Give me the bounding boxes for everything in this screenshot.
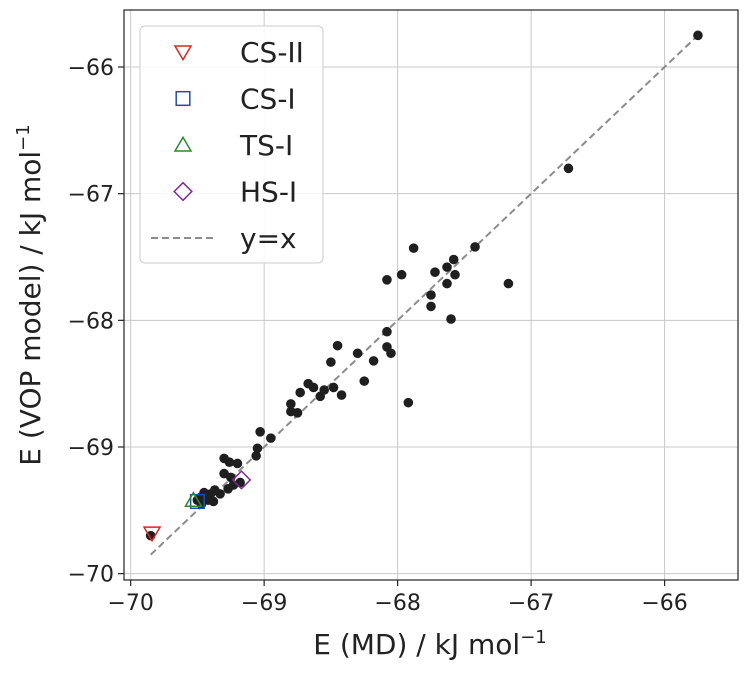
x-axis-label-superscript: −1	[520, 627, 547, 648]
legend: CS-II CS-I TS-I HS-I y=x	[139, 25, 324, 264]
legend-label: CS-I	[240, 83, 296, 116]
data-point	[286, 406, 296, 417]
y-tick-label: −67	[68, 183, 114, 208]
data-point	[386, 348, 396, 359]
x-axis-label: E (MD) / kJ mol−1	[313, 627, 547, 661]
x-axis-label-text: E (MD) / kJ mol	[313, 628, 520, 661]
data-point	[223, 484, 233, 494]
data-point	[403, 397, 414, 408]
data-point	[450, 269, 460, 280]
data-point	[336, 390, 347, 400]
data-point	[266, 433, 276, 443]
data-point	[326, 357, 336, 367]
data-point	[470, 242, 480, 252]
data-point	[332, 340, 343, 351]
legend-label: TS-I	[239, 129, 293, 162]
data-point	[408, 243, 419, 253]
data-point	[286, 399, 296, 409]
data-point	[328, 382, 339, 393]
y-tick-label: −69	[68, 436, 114, 461]
legend-label: HS-I	[240, 176, 297, 209]
data-point	[442, 278, 452, 289]
data-point	[426, 301, 436, 312]
axis-ticks: −70 −69 −68 −67 −66 −70 −69 −68 −67 −66	[68, 56, 688, 616]
data-point	[315, 391, 326, 402]
data-point	[255, 427, 265, 437]
data-point	[368, 356, 379, 366]
legend-marker-hs-i	[173, 181, 193, 202]
x-tick-label: −70	[107, 591, 153, 616]
x-tick-label: −68	[374, 591, 420, 616]
data-point	[251, 451, 261, 461]
marker-cs-ii	[142, 526, 162, 543]
data-point	[359, 376, 370, 386]
reference-line-y-equals-x	[150, 34, 699, 556]
data-point	[563, 163, 574, 174]
data-point	[430, 267, 440, 278]
data-point	[426, 290, 436, 300]
data-point	[295, 387, 305, 398]
legend-marker-cs-i	[175, 90, 191, 107]
marker-ts-i	[184, 491, 203, 507]
marker-cs-i	[189, 493, 205, 510]
marker-hs-i	[231, 470, 252, 490]
data-point	[693, 30, 703, 41]
y-tick-label: −70	[68, 563, 114, 588]
legend-label: CS-II	[240, 36, 304, 69]
data-point	[352, 348, 363, 359]
y-axis-label: E (VOP model) / kJ mol−1	[13, 124, 47, 465]
y-axis-label-text: E (VOP model) / kJ mol	[14, 151, 47, 466]
plot-frame	[123, 9, 739, 581]
data-point	[232, 458, 243, 469]
data-point	[503, 278, 514, 289]
y-axis-label-superscript: −1	[13, 124, 34, 151]
legend-box	[139, 25, 324, 264]
data-point	[442, 262, 452, 272]
y-tick-label: −68	[68, 309, 114, 334]
x-tick-label: −66	[641, 591, 687, 616]
reference-line-group	[150, 34, 699, 556]
x-tick-label: −67	[508, 591, 554, 616]
data-point	[219, 453, 229, 464]
data-point	[396, 269, 407, 280]
data-point	[446, 314, 456, 324]
data-point	[448, 254, 459, 265]
x-tick-label: −69	[241, 591, 287, 616]
legend-marker-ts-i	[173, 135, 193, 152]
y-tick-label: −66	[68, 56, 114, 81]
data-point	[252, 443, 263, 454]
legend-marker-cs-ii	[173, 45, 193, 62]
data-point	[382, 275, 392, 285]
highlight-markers	[142, 470, 252, 543]
data-point	[382, 326, 392, 337]
data-point	[208, 496, 219, 507]
legend-label: y=x	[240, 222, 297, 255]
data-point	[303, 378, 314, 389]
